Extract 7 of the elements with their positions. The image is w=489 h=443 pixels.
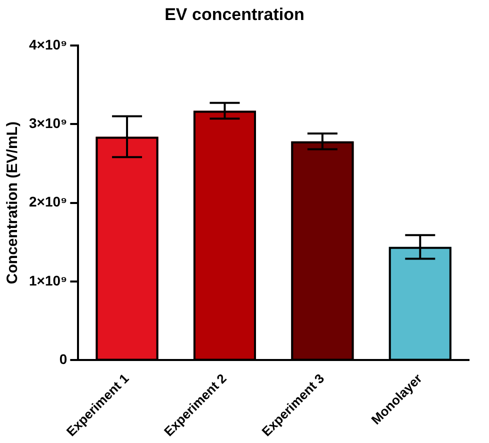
y-tick-label: 3×10⁹ [28,114,68,131]
y-tick-label: 4×10⁹ [28,36,68,52]
y-tick-label: 2×10⁹ [28,194,68,210]
chart-title: EV concentration [164,4,304,24]
y-axis-title: Concentration (EV/mL) [4,122,22,284]
y-tick-label: 1×10⁹ [28,272,68,288]
y-tick-label: 0 [59,351,68,368]
